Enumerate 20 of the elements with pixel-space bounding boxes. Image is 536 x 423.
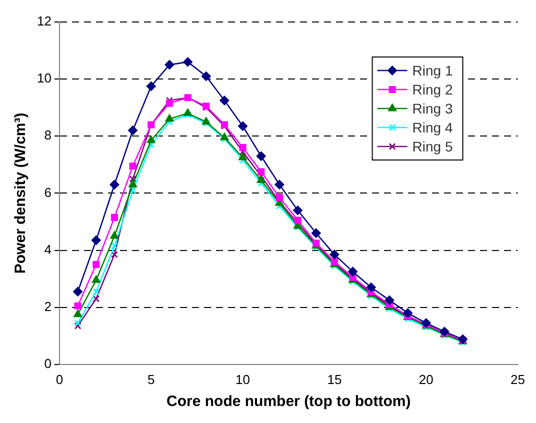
x-axis-title: Core node number (top to bottom): [166, 393, 411, 410]
x-tick-label: 15: [327, 372, 342, 387]
x-tick-label: 0: [56, 372, 64, 387]
legend-label: Ring 1: [412, 62, 453, 78]
y-tick-label: 12: [36, 14, 52, 29]
x-tick-label: 20: [418, 372, 434, 387]
legend-label: Ring 4: [412, 119, 453, 136]
y-tick-label: 2: [44, 298, 52, 314]
legend-label: Ring 3: [412, 100, 453, 116]
y-tick-label: 10: [36, 70, 52, 86]
x-tick-label: 25: [510, 372, 526, 387]
y-tick-label: 4: [44, 242, 52, 257]
x-tick-label: 10: [236, 372, 250, 387]
x-tick-label: 5: [148, 372, 155, 387]
y-tick-label: 8: [44, 128, 52, 143]
y-tick-label: 0: [44, 356, 52, 371]
legend-label: Ring 5: [412, 138, 453, 154]
y-axis-title: Power density (W/cm³): [12, 112, 30, 274]
legend-label: Ring 2: [412, 81, 453, 98]
y-tick-label: 6: [44, 184, 52, 200]
